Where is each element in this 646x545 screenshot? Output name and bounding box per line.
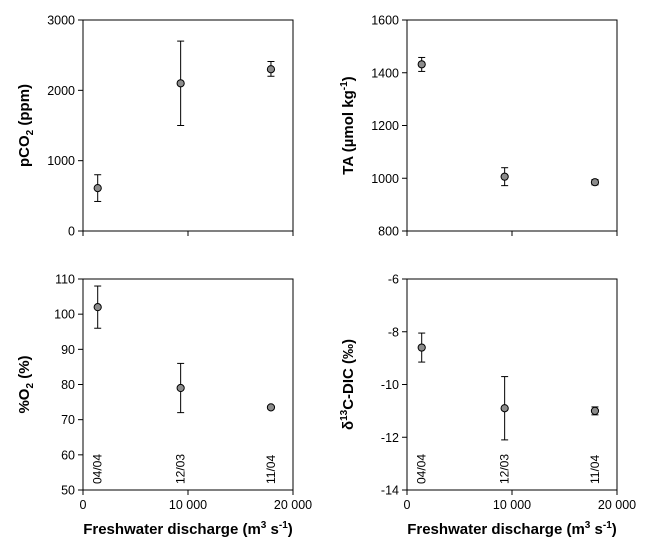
y-tick-label: -10 [381,378,399,392]
y-tick-label: -6 [388,273,399,287]
y-tick-label: 60 [61,448,75,462]
x-tick-label: 0 [404,498,411,512]
y-axis-label: TA (µmol kg-1) [339,76,357,174]
y-tick-label: 70 [61,413,75,427]
y-tick-label: 100 [54,308,75,322]
plot-frame [406,19,618,232]
y-axis-label: %O2 (%) [16,355,36,413]
y-tick-label: 1600 [371,14,399,28]
panel-ta: 800 1000 1200 1400 1600 TA (µmol kg-1) [339,14,618,239]
x-axis-label: Freshwater discharge (m3 s-1) [83,520,293,538]
data-point [176,79,185,88]
sampling-date-label: 12/03 [498,454,512,484]
y-axis-label: pCO2 (ppm) [16,84,36,167]
data-point [266,403,276,412]
y-tick-label: -8 [388,325,399,339]
y-axis-label: δ13C-DIC (‰) [339,339,357,430]
plot-frame [406,278,618,491]
panel-pco2: 0 1000 2000 3000 pCO2 (ppm) [16,14,294,239]
y-tick-label: 50 [61,484,75,498]
sampling-date-label: 12/03 [174,454,188,484]
sampling-date-label: 11/04 [264,455,278,484]
y-tick-label: 2000 [47,84,75,98]
x-tick-label: 10 000 [493,498,531,512]
data-point [590,406,600,415]
data-point [93,183,102,193]
panel-o2: 50 60 70 80 90 100 110 0 10 000 20 000 %O2 (%) Fres… [16,273,312,539]
sampling-date-label: 04/04 [91,454,105,484]
data-point [266,65,276,74]
x-tick-label: 20 000 [274,498,312,512]
plot-frame [82,278,294,491]
y-tick-label: 800 [378,225,399,239]
data-point [417,343,426,352]
data-point [590,178,600,187]
panel-d13c: -14 -12 -10 -8 -6 0 10 000 20 000 δ13C-DIC (‰) Fr… [339,273,636,539]
x-tick-label: 20 000 [598,498,636,512]
y-tick-label: 1000 [47,154,75,168]
data-point [500,404,509,413]
y-tick-label: -14 [381,484,399,498]
data-point [93,303,102,312]
y-tick-label: 1200 [371,119,399,133]
y-tick-label: 80 [61,378,75,392]
y-tick-label: 1400 [371,66,399,80]
plot-frame [82,19,294,232]
sampling-date-label: 04/04 [415,454,429,484]
x-tick-label: 10 000 [169,498,207,512]
x-axis-label: Freshwater discharge (m3 s-1) [407,520,617,538]
x-tick-label: 0 [80,498,87,512]
y-tick-label: 110 [55,273,75,287]
data-point [500,172,509,181]
y-tick-label: 0 [68,225,75,239]
y-tick-label: -12 [381,431,399,445]
data-point [417,60,426,69]
y-tick-label: 3000 [47,14,75,28]
y-tick-label: 90 [61,343,75,357]
y-tick-label: 1000 [371,172,399,186]
data-point [176,383,185,393]
sampling-date-label: 11/04 [588,455,602,484]
